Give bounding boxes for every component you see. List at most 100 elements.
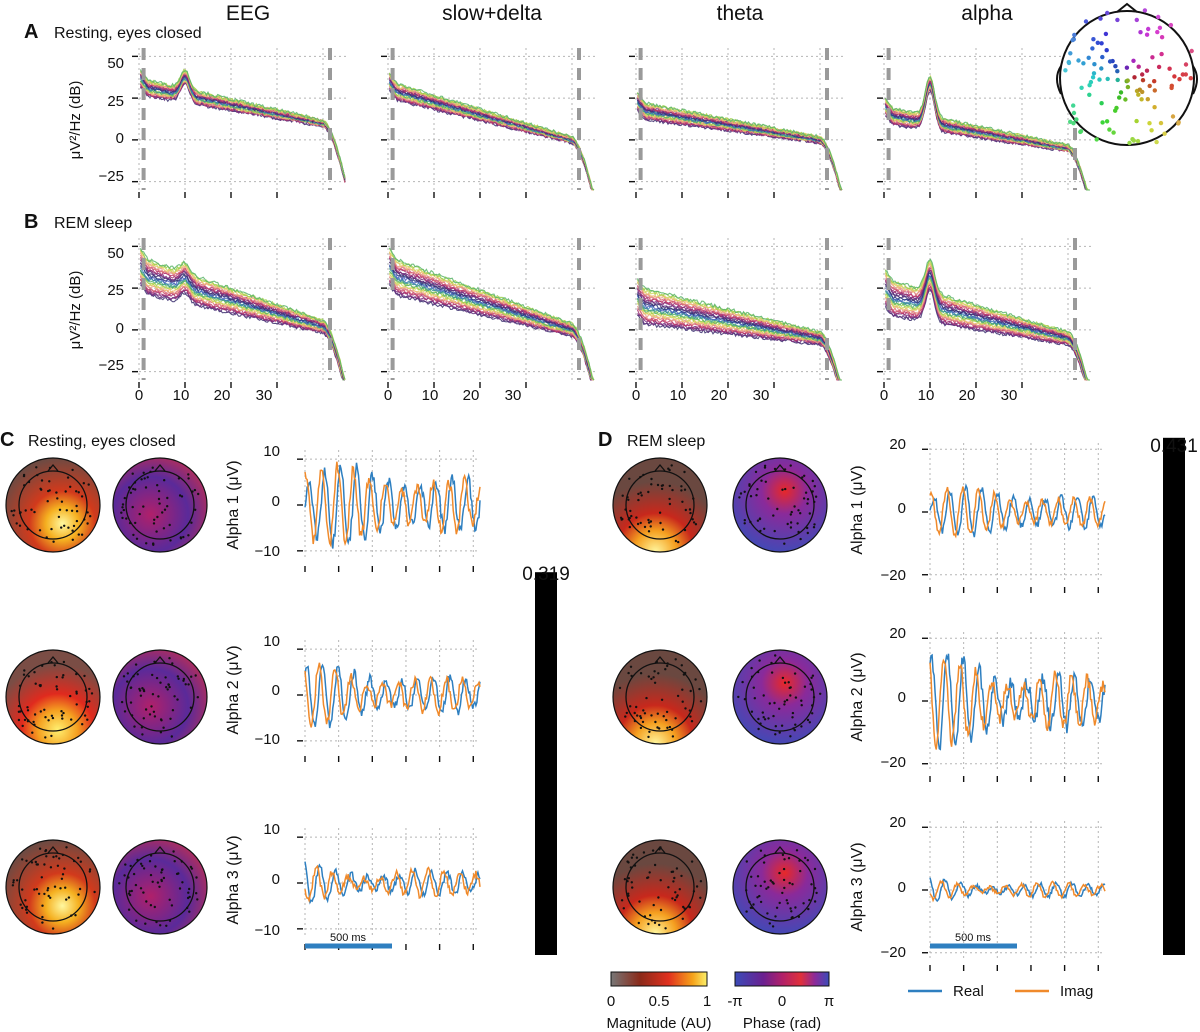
topomap-electrode	[763, 718, 767, 721]
topomap-electrode	[681, 500, 684, 503]
topomap-electrode	[802, 497, 806, 500]
topomap-electrode	[688, 508, 692, 511]
topomap-electrodes	[10, 463, 822, 930]
electrode-dot	[1142, 8, 1148, 13]
phase-tick-neg-pi: -π	[727, 993, 742, 1010]
topomap-electrode	[689, 511, 692, 515]
psd-trace	[388, 247, 595, 381]
topomap-electrode	[156, 881, 160, 884]
electrode-dot	[1180, 72, 1186, 77]
psd-xtick: 10	[422, 387, 439, 404]
topomap-magnitude-d3	[612, 839, 708, 935]
topomap-electrode	[176, 675, 179, 678]
topomap-electrode	[767, 886, 770, 889]
topomap-electrode	[637, 921, 640, 925]
topomap-electrode	[650, 477, 653, 481]
topomap-electrode	[674, 891, 677, 894]
topomap-electrode	[811, 704, 814, 707]
topomap-electrode	[60, 714, 64, 717]
topomap-electrode	[70, 509, 74, 512]
topomap-electrode	[790, 510, 793, 514]
topomap-electrode	[815, 891, 818, 895]
topomap-electrode	[75, 692, 78, 695]
topomap-electrode	[151, 693, 155, 696]
topomap-electrode	[24, 509, 27, 512]
topomap-electrode	[638, 900, 641, 903]
correlation-bar-rest	[535, 572, 557, 955]
topomap-electrode	[633, 719, 637, 723]
topomap-electrode	[157, 489, 161, 493]
topomap-electrode	[75, 504, 78, 508]
topomap-electrode	[144, 922, 147, 925]
topomap-electrode	[758, 517, 762, 520]
topomap-electrode	[129, 491, 133, 494]
topomap-electrode	[768, 922, 771, 925]
topomap-electrode	[771, 881, 774, 884]
topomap-electrode	[44, 716, 47, 719]
electrode-dot	[1152, 105, 1157, 110]
topomap-electrode	[55, 855, 58, 858]
topomap-electrode	[799, 537, 802, 541]
topomap-electrode	[759, 849, 763, 852]
topomap-electrode	[743, 522, 746, 525]
topomap-electrode	[52, 855, 55, 859]
alpha-ytick: 0	[898, 689, 906, 706]
topomap-electrode	[664, 927, 667, 930]
topomap-electrode	[53, 885, 57, 888]
topomap-electrode	[649, 520, 653, 523]
psd-xtick: 30	[256, 387, 273, 404]
nose-shape	[1116, 2, 1138, 13]
electrode-dot	[1131, 58, 1136, 63]
legend-imag-label: Imag	[1060, 983, 1093, 1000]
topomap-electrode	[156, 484, 159, 487]
electrode-dot	[1134, 118, 1139, 124]
topomap-electrode	[148, 860, 152, 863]
psd-panel-rem-1	[381, 238, 595, 388]
topomap-electrode	[160, 719, 163, 722]
electrode-dot	[1107, 59, 1113, 64]
psd-trace	[139, 81, 346, 181]
topomap-electrode	[749, 906, 753, 909]
topomap-electrode	[48, 489, 51, 492]
topomap-electrode	[635, 705, 638, 709]
topomap-electrode	[652, 676, 655, 679]
topomap-electrode	[85, 700, 88, 704]
electrode-dot	[1155, 29, 1160, 35]
topomap-electrode	[166, 505, 169, 508]
topomap-electrode	[180, 860, 183, 863]
topomap-electrode	[25, 911, 29, 914]
topomap-electrode	[93, 890, 96, 894]
topomap-electrode	[665, 710, 669, 714]
topomap-electrode	[136, 858, 139, 862]
correlation-bars	[535, 437, 1185, 955]
electrode-dot	[1113, 108, 1118, 113]
psd-trace	[637, 92, 843, 191]
topomap-electrode	[63, 886, 67, 889]
topomap-electrode	[122, 508, 126, 512]
topomap-electrode	[786, 522, 789, 526]
topomap-electrode	[179, 537, 183, 540]
electrode-dot	[1091, 71, 1097, 76]
topomap-electrode	[26, 709, 30, 712]
electrode-dot	[1188, 76, 1194, 81]
electrode-dot	[1078, 129, 1083, 135]
alpha-panel	[922, 821, 1106, 971]
topomap-electrode	[737, 695, 740, 699]
topomap-electrode	[635, 516, 638, 519]
alpha-ytick: 20	[889, 814, 906, 831]
topomap-electrode	[745, 910, 748, 913]
topomap-electrode	[681, 917, 684, 920]
topomap-electrode	[32, 720, 35, 724]
topomap-electrode	[163, 508, 167, 511]
psd-trace	[139, 69, 346, 179]
topomap-electrode	[62, 674, 65, 677]
topomap-electrode	[639, 491, 642, 494]
topomap-electrode	[692, 890, 696, 893]
electrode-dot	[1159, 35, 1165, 40]
topomap-electrode	[753, 697, 756, 700]
topomap-electrode	[162, 527, 166, 530]
electrode-dot	[1105, 10, 1110, 16]
topomap-head-outline	[745, 470, 815, 540]
topomap-electrode	[749, 520, 752, 524]
psd-xtick: 20	[463, 387, 480, 404]
